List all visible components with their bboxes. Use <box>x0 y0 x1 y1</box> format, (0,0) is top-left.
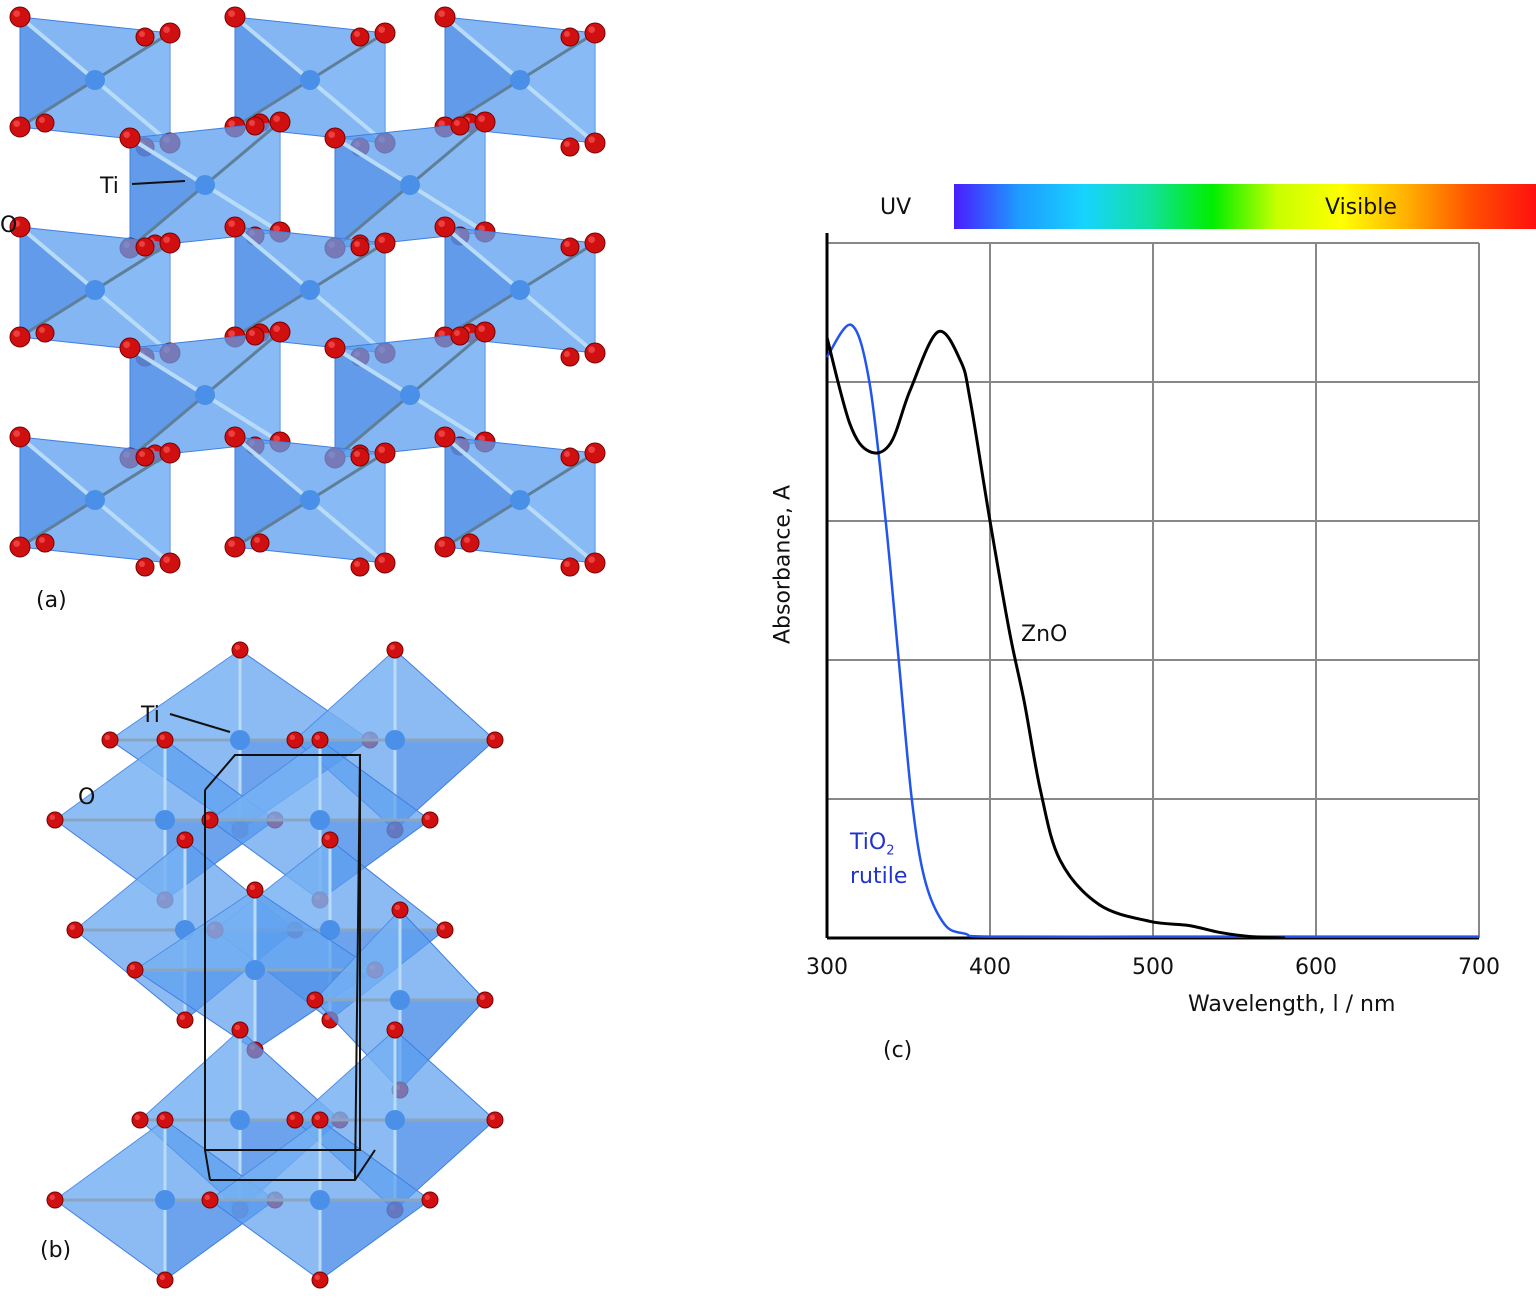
tio2-label-rutile: rutile <box>850 864 908 890</box>
x-tick-300: 300 <box>806 955 848 980</box>
rutile-octahedra-illustration-a <box>9 6 606 577</box>
visible-spectrum-bar <box>954 184 1536 229</box>
x-tick-500: 500 <box>1132 955 1174 980</box>
x-tick-400: 400 <box>969 955 1011 980</box>
octahedra-group <box>46 641 504 1289</box>
grid <box>827 242 1480 938</box>
octahedra-group <box>9 6 606 577</box>
x-tick-600: 600 <box>1295 955 1337 980</box>
y-axis-title: Absorbance, A <box>770 484 796 645</box>
tio2-label-subscript: 2 <box>886 843 895 859</box>
panel-c-label: (c) <box>883 1038 913 1063</box>
panel-a-label: (a) <box>36 588 67 613</box>
o-atom-label: O <box>78 785 96 810</box>
visible-label: Visible <box>1325 195 1397 220</box>
ti-leader-line <box>169 713 231 733</box>
tio2-rutile-absorbance-curve <box>825 323 1479 939</box>
uv-label: UV <box>880 195 912 220</box>
tio2-series-label: TiO2 rutile <box>850 830 907 890</box>
ti-leader-line <box>131 180 186 185</box>
o-atom-label: O <box>0 213 18 238</box>
panel-a-crystal-structure: Ti O (a) <box>0 0 620 613</box>
zno-series-label: ZnO <box>1021 622 1068 647</box>
panel-b-label: (b) <box>40 1238 72 1263</box>
absorbance-plot <box>825 233 1480 940</box>
unit-cell-outline <box>204 754 376 1181</box>
zno-absorbance-curve <box>825 329 1286 940</box>
rutile-unit-cell-illustration-b <box>46 641 504 1289</box>
tio2-label-main: TiO <box>850 830 887 855</box>
panel-c-absorbance-chart: UV Visible 300 400 500 600 700 Wavelength, l… <box>770 170 1536 1070</box>
x-tick-700: 700 <box>1458 955 1500 980</box>
x-axis-title: Wavelength, l / nm <box>1188 992 1396 1017</box>
ti-atom-label: Ti <box>141 703 160 728</box>
ti-atom-label: Ti <box>100 174 119 199</box>
panel-b-crystal-structure: Ti O (b) <box>0 640 520 1308</box>
